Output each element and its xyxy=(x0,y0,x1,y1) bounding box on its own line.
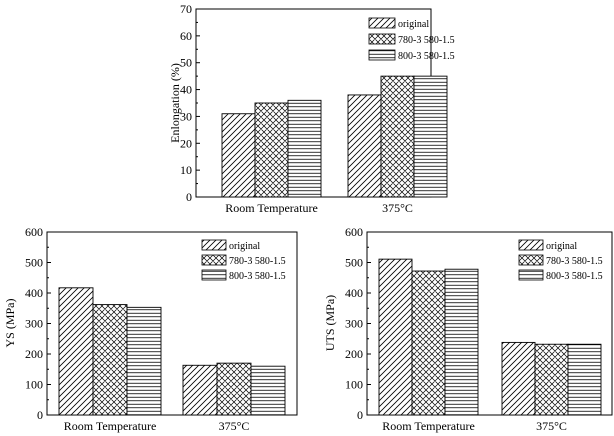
enlongation-x-tick-label-0: Room Temperature xyxy=(225,201,318,215)
enlongation-y-tick-label: 60 xyxy=(180,29,192,43)
uts-x-tick-label-1: 375°C xyxy=(536,419,567,433)
enlongation-bar-cross-1 xyxy=(380,75,415,198)
uts-legend-swatch-horiz xyxy=(518,269,544,281)
ys-bar-cross-1 xyxy=(216,362,252,416)
ys-bar-horiz-1 xyxy=(250,365,286,416)
enlongation-legend-label-cross: 780-3 580-1.5 xyxy=(398,35,455,46)
uts-x-tick-label-0: Room Temperature xyxy=(382,419,475,433)
enlongation-legend: original 780-3 580-1.5 800-3 580-1.5 xyxy=(368,17,455,62)
enlongation-legend-label-diag: original xyxy=(398,19,429,30)
uts-y-tick-label: 600 xyxy=(345,225,363,239)
ys-y-tick-label: 100 xyxy=(25,378,43,392)
uts-y-tick-label: 400 xyxy=(345,286,363,300)
uts-bar-diag-1 xyxy=(501,341,536,416)
uts-bar-horiz-1 xyxy=(567,343,602,416)
ys-y-tick-label: 500 xyxy=(25,256,43,270)
ys-y-axis-label: YS (MPa) xyxy=(3,298,17,347)
enlongation-y-tick-label: 70 xyxy=(180,2,192,16)
enlongation-chart: 0 10 20 30 40 50 60 70 Room Temperature 375°C En… xyxy=(168,2,455,215)
uts-legend-label-horiz: 800-3 580-1.5 xyxy=(546,271,603,282)
enlongation-legend-label-horiz: 800-3 580-1.5 xyxy=(398,51,455,62)
uts-legend-label-diag: original xyxy=(546,241,577,252)
ys-bar-diag-0 xyxy=(58,287,94,416)
enlongation-bar-diag-1 xyxy=(347,94,382,198)
uts-legend-swatch-diag xyxy=(518,239,544,251)
ys-legend-swatch-cross xyxy=(201,254,227,266)
uts-y-tick-label: 500 xyxy=(345,256,363,270)
ys-y-tick-label: 600 xyxy=(25,225,43,239)
uts-y-ticks: 0 100 200 300 400 500 600 xyxy=(345,225,371,422)
enlongation-y-ticks: 0 10 20 30 40 50 60 70 xyxy=(180,2,200,204)
uts-bars xyxy=(378,258,602,416)
ys-bar-diag-1 xyxy=(182,364,218,416)
enlongation-bar-horiz-0 xyxy=(287,99,322,198)
enlongation-y-tick-label: 30 xyxy=(180,109,192,123)
uts-chart: 0 100 200 300 400 500 600 Room Temperature 375°… xyxy=(323,225,613,433)
ys-legend-swatch-horiz xyxy=(201,269,227,281)
enlongation-y-tick-label: 20 xyxy=(180,136,192,150)
ys-bar-horiz-0 xyxy=(126,306,162,416)
ys-y-tick-label: 200 xyxy=(25,347,43,361)
ys-y-tick-label: 300 xyxy=(25,317,43,331)
enlongation-bar-horiz-1 xyxy=(413,75,448,198)
enlongation-legend-swatch-horiz xyxy=(368,49,396,61)
enlongation-legend-swatch-diag xyxy=(368,17,396,29)
ys-y-tick-label: 0 xyxy=(37,408,43,422)
enlongation-y-tick-label: 40 xyxy=(180,83,192,97)
uts-y-tick-label: 200 xyxy=(345,347,363,361)
uts-y-tick-label: 300 xyxy=(345,317,363,331)
enlongation-bar-diag-0 xyxy=(221,113,256,198)
enlongation-legend-swatch-cross xyxy=(368,33,396,45)
ys-bar-cross-0 xyxy=(92,304,128,416)
uts-y-tick-label: 100 xyxy=(345,378,363,392)
enlongation-y-tick-label: 0 xyxy=(186,190,192,204)
enlongation-y-tick-label: 50 xyxy=(180,56,192,70)
ys-legend-label-diag: original xyxy=(229,241,260,252)
enlongation-y-axis-label: Enlongation (%) xyxy=(168,63,182,143)
uts-legend-swatch-cross xyxy=(518,254,544,266)
uts-bar-cross-0 xyxy=(411,270,446,416)
ys-legend-swatch-diag xyxy=(201,239,227,251)
enlongation-bars xyxy=(221,75,448,198)
ys-chart: 0 100 200 300 400 500 600 Room Temperature 375°… xyxy=(3,225,298,433)
ys-x-ticks: Room Temperature 375°C xyxy=(64,411,250,433)
uts-bar-horiz-0 xyxy=(444,268,479,416)
ys-y-ticks: 0 100 200 300 400 500 600 xyxy=(25,225,51,422)
uts-y-tick-label: 0 xyxy=(357,408,363,422)
enlongation-x-ticks: Room Temperature 375°C xyxy=(225,193,413,215)
uts-bar-cross-1 xyxy=(534,343,569,416)
ys-y-tick-label: 400 xyxy=(25,286,43,300)
uts-bar-diag-0 xyxy=(378,258,413,416)
ys-bars xyxy=(58,287,286,416)
enlongation-y-tick-label: 10 xyxy=(180,163,192,177)
ys-legend-label-horiz: 800-3 580-1.5 xyxy=(229,271,286,282)
ys-x-tick-label-0: Room Temperature xyxy=(64,419,157,433)
enlongation-bar-cross-0 xyxy=(254,102,289,198)
enlongation-x-tick-label-1: 375°C xyxy=(382,201,413,215)
ys-legend-label-cross: 780-3 580-1.5 xyxy=(229,256,286,267)
uts-legend: original 780-3 580-1.5 800-3 580-1.5 xyxy=(518,239,603,282)
ys-legend: original 780-3 580-1.5 800-3 580-1.5 xyxy=(201,239,286,282)
ys-x-tick-label-1: 375°C xyxy=(219,419,250,433)
uts-legend-label-cross: 780-3 580-1.5 xyxy=(546,256,603,267)
uts-y-axis-label: UTS (MPa) xyxy=(323,295,337,351)
